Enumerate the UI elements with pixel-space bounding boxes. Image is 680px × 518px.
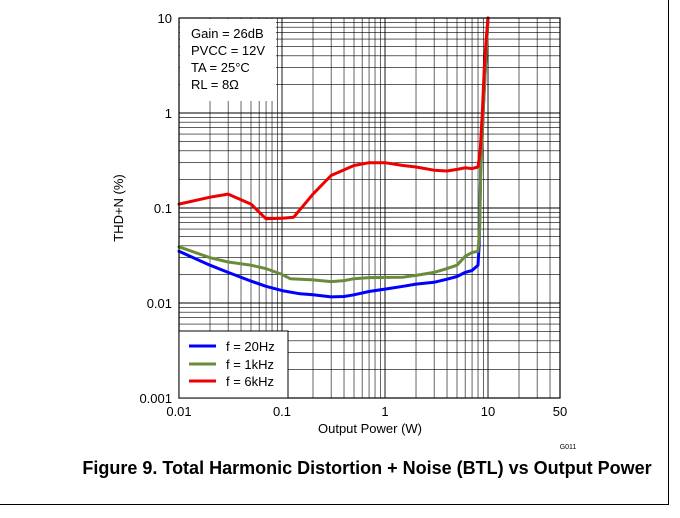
conditions-box: Gain = 26dB PVCC = 12V TA = 25°C RL = 8Ω <box>180 19 276 101</box>
legend-label-20hz: f = 20Hz <box>226 339 275 354</box>
svg-text:TA = 25°C: TA = 25°C <box>191 60 250 75</box>
frame-right-border <box>668 0 669 505</box>
y-tick-label: 10 <box>158 11 172 26</box>
x-tick-label: 0.01 <box>166 404 191 419</box>
y-tick-label: 1 <box>165 106 172 121</box>
series-line-2 <box>177 16 490 221</box>
condition-gain: Gain = 26dB <box>191 26 264 41</box>
x-tick-label: 50 <box>553 404 567 419</box>
figure-code: G011 <box>560 444 577 451</box>
x-tick-label: 1 <box>381 404 388 419</box>
caption-text: Figure 9. Total Harmonic Distortion + No… <box>82 458 652 478</box>
x-tick-label: 0.1 <box>273 404 291 419</box>
x-tick-label: 10 <box>481 404 495 419</box>
legend: f = 20Hz f = 1kHz f = 6kHz <box>178 330 289 399</box>
legend-label-6khz: f = 6kHz <box>226 374 274 389</box>
conditions-box-bg <box>180 19 276 101</box>
y-tick-label: 0.01 <box>147 296 172 311</box>
svg-text:PVCC = 12V: PVCC = 12V <box>191 43 265 58</box>
figure-caption: Figure 9. Total Harmonic Distortion + No… <box>0 455 680 481</box>
legend-label-1khz: f = 1kHz <box>226 357 274 372</box>
plot-area-border <box>178 17 561 399</box>
series-lines <box>177 16 490 299</box>
x-axis-label: Output Power (W) <box>318 421 422 436</box>
series-line-1 <box>177 16 490 284</box>
y-tick-label: 0.001 <box>139 391 172 406</box>
y-tick-label: 0.1 <box>154 201 172 216</box>
condition-ta: TA = 25°C <box>191 60 250 75</box>
y-axis-label: THD+N (%) <box>111 174 126 242</box>
svg-text:Gain = 26dB: Gain = 26dB <box>191 26 264 41</box>
frame-bottom-border <box>0 504 669 505</box>
svg-text:RL = 8Ω: RL = 8Ω <box>191 77 239 92</box>
condition-rl: RL = 8Ω <box>191 77 239 92</box>
condition-pvcc: PVCC = 12V <box>191 43 265 58</box>
